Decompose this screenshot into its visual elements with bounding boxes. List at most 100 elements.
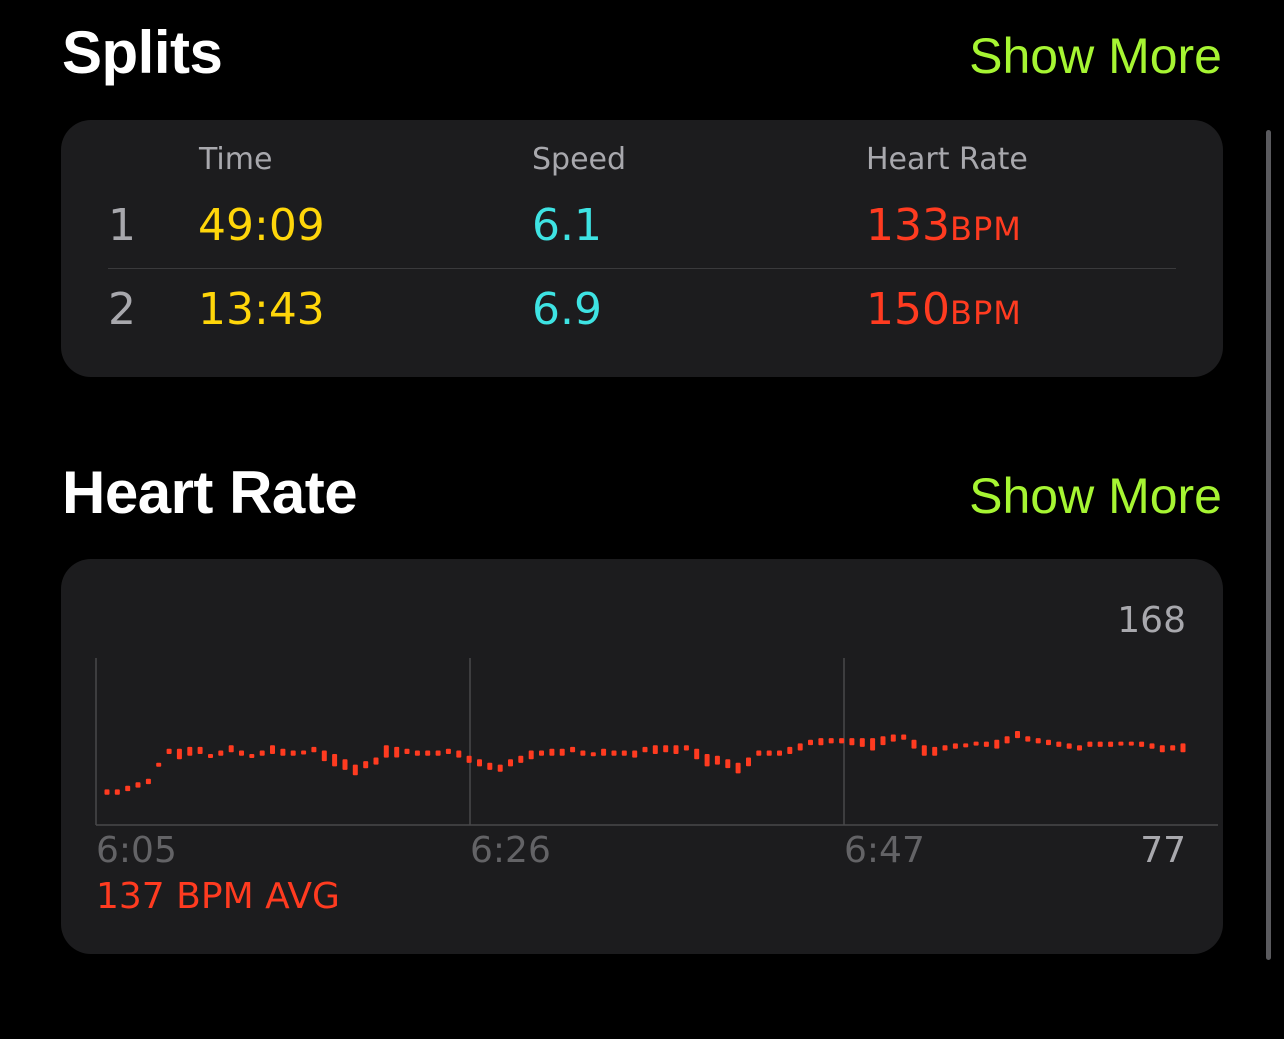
heart-rate-bar bbox=[332, 754, 338, 767]
heart-rate-show-more-button[interactable]: Show More bbox=[969, 468, 1222, 524]
heart-rate-bar bbox=[394, 746, 400, 758]
heart-rate-bar bbox=[673, 745, 679, 754]
heart-rate-bars bbox=[104, 731, 1186, 795]
heart-rate-bar bbox=[145, 778, 151, 785]
heart-rate-bar bbox=[1170, 745, 1176, 751]
heart-rate-bar bbox=[280, 748, 286, 756]
heart-rate-bar bbox=[694, 748, 700, 760]
heart-rate-bar bbox=[746, 757, 751, 767]
split-index: 1 bbox=[108, 200, 136, 251]
heart-rate-bar bbox=[932, 746, 938, 756]
heart-rate-bar bbox=[849, 738, 855, 746]
heart-rate-bar bbox=[239, 750, 244, 756]
heart-rate-bar bbox=[508, 759, 513, 767]
heart-rate-bar bbox=[632, 750, 638, 758]
heart-rate-bar bbox=[704, 754, 710, 767]
heart-rate-bar bbox=[1046, 739, 1051, 746]
heart-rate-bar bbox=[290, 750, 296, 756]
heart-rate-bar bbox=[1097, 741, 1103, 747]
heart-rate-bar bbox=[187, 746, 193, 756]
heart-rate-bar bbox=[435, 750, 441, 756]
heart-rate-column-header: Heart Rate bbox=[866, 142, 1028, 177]
heart-rate-bar bbox=[839, 738, 845, 744]
heart-rate-bar bbox=[125, 785, 131, 792]
heart-rate-bar bbox=[176, 748, 182, 760]
heart-rate-bar bbox=[1035, 738, 1041, 744]
heart-rate-bar bbox=[601, 748, 607, 756]
heart-rate-bar bbox=[156, 762, 162, 767]
heart-rate-bar bbox=[859, 738, 865, 747]
heart-rate-bar bbox=[1108, 741, 1114, 747]
heart-rate-bar bbox=[414, 750, 420, 756]
heart-rate-bar bbox=[383, 745, 389, 758]
heart-rate-bar bbox=[570, 746, 576, 753]
heart-rate-bar bbox=[901, 734, 907, 740]
heart-rate-bar bbox=[870, 738, 876, 751]
heart-rate-bar bbox=[539, 750, 544, 756]
heart-rate-bar bbox=[994, 739, 1000, 749]
heart-rate-bar bbox=[445, 748, 451, 754]
heart-rate-bar bbox=[373, 757, 379, 765]
split-heart-rate: 150BPM bbox=[866, 284, 1022, 335]
heart-rate-bar bbox=[466, 755, 472, 763]
heart-rate-bar bbox=[528, 750, 534, 760]
scrollbar[interactable] bbox=[1266, 130, 1271, 960]
heart-rate-bar bbox=[218, 750, 224, 756]
heart-rate-bar bbox=[249, 754, 255, 758]
heart-rate-bar bbox=[114, 789, 120, 795]
heart-rate-bar bbox=[363, 761, 369, 769]
heart-rate-bar bbox=[559, 748, 565, 756]
heart-rate-bar bbox=[952, 743, 958, 749]
heart-rate-bar bbox=[342, 759, 348, 770]
heart-rate-bar bbox=[590, 752, 596, 757]
heart-rate-bar bbox=[1087, 741, 1093, 747]
heart-rate-bar bbox=[487, 762, 493, 770]
heart-rate-bar bbox=[828, 738, 834, 744]
heart-rate-bar bbox=[311, 746, 317, 753]
heart-rate-bar bbox=[983, 741, 989, 747]
heart-rate-bar bbox=[797, 743, 803, 751]
heart-rate-bar bbox=[197, 746, 203, 754]
heart-rate-bar bbox=[497, 764, 503, 772]
heart-rate-bar bbox=[777, 750, 782, 756]
heart-rate-bar bbox=[1015, 731, 1020, 739]
heart-rate-bar bbox=[1149, 743, 1155, 749]
heart-rate-bar bbox=[766, 750, 772, 756]
heart-rate-bar bbox=[270, 745, 275, 754]
splits-show-more-button[interactable]: Show More bbox=[969, 28, 1222, 84]
heart-rate-bar bbox=[1025, 736, 1031, 742]
y-max-label: 168 bbox=[1117, 600, 1186, 641]
heart-rate-bar bbox=[921, 745, 927, 756]
speed-column-header: Speed bbox=[532, 142, 627, 177]
split-heart-rate-unit: BPM bbox=[949, 294, 1022, 332]
heart-rate-bar bbox=[1180, 743, 1186, 753]
heart-rate-bar bbox=[135, 782, 141, 788]
heart-rate-bar bbox=[890, 734, 896, 742]
heart-rate-bar bbox=[456, 750, 462, 758]
heart-rate-bar bbox=[1066, 743, 1072, 749]
heart-rate-bar bbox=[818, 738, 824, 746]
splits-title: Splits bbox=[62, 19, 223, 86]
split-heart-rate-value: 150 bbox=[866, 284, 950, 335]
heart-rate-bar bbox=[1004, 736, 1010, 744]
heart-rate-bar bbox=[663, 745, 669, 753]
heart-rate-bar bbox=[911, 739, 917, 749]
heart-rate-bar bbox=[1139, 741, 1145, 747]
heart-rate-bar bbox=[973, 741, 979, 746]
splits-header: Splits Show More bbox=[62, 18, 1222, 87]
heart-rate-bar bbox=[611, 750, 617, 756]
split-time: 49:09 bbox=[198, 200, 325, 251]
splits-card bbox=[61, 120, 1223, 377]
heart-rate-bar bbox=[580, 750, 586, 756]
heart-rate-bar bbox=[301, 750, 307, 755]
split-heart-rate-unit: BPM bbox=[949, 210, 1022, 248]
heart-rate-bar bbox=[321, 750, 327, 762]
heart-rate-bar bbox=[756, 750, 762, 756]
heart-rate-bar bbox=[963, 743, 969, 748]
heart-rate-card[interactable] bbox=[61, 559, 1223, 954]
heart-rate-bar bbox=[518, 755, 524, 763]
time-column-header: Time bbox=[199, 142, 273, 177]
heart-rate-bar bbox=[942, 745, 948, 751]
heart-rate-bar bbox=[352, 764, 358, 776]
